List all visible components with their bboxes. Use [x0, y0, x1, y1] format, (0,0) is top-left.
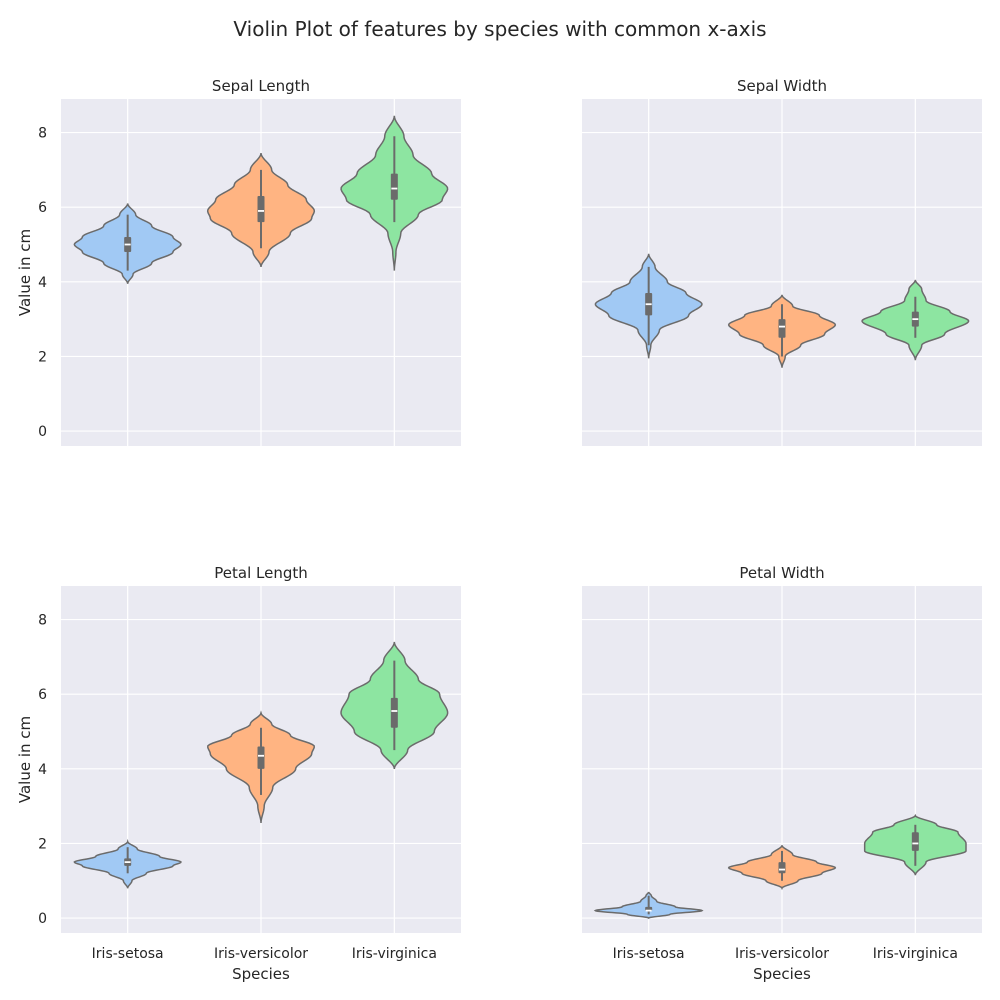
- violin-iqr-box: [257, 196, 265, 223]
- x-axis-label: Species: [753, 965, 811, 983]
- y-tick-label: 2: [38, 349, 47, 365]
- panel-title: Sepal Length: [212, 77, 310, 95]
- y-tick-label: 2: [38, 836, 47, 852]
- x-tick-label: Iris-virginica: [873, 946, 958, 962]
- y-axis-label: Value in cm: [16, 229, 34, 316]
- x-tick-label: Iris-versicolor: [214, 946, 308, 962]
- panel-title: Petal Width: [739, 564, 824, 582]
- panel-title: Sepal Width: [737, 77, 827, 95]
- violin-iqr-box: [390, 173, 398, 200]
- violin-iqr-box: [778, 862, 786, 874]
- panel-title: Petal Length: [214, 564, 308, 582]
- violin-iqr-box: [911, 832, 919, 851]
- x-tick-label: Iris-setosa: [613, 946, 685, 962]
- violin-iqr-box: [257, 746, 265, 769]
- panel-sepal-width: Sepal Width: [582, 77, 982, 446]
- violin-iqr-box: [778, 319, 786, 338]
- y-tick-label: 0: [38, 911, 47, 927]
- panel-petal-length: 0 2 4 6 8 Iris-setosa Iris-versicolor Iris-virg…: [16, 564, 461, 983]
- y-tick-label: 6: [38, 200, 47, 216]
- y-tick-label: 0: [38, 424, 47, 440]
- x-tick-label: Iris-virginica: [352, 946, 437, 962]
- panel-petal-width: Iris-setosa Iris-versicolor Iris-virginica…: [582, 564, 982, 983]
- x-tick-label: Iris-setosa: [92, 946, 164, 962]
- y-tick-label: 6: [38, 687, 47, 703]
- y-tick-label: 8: [38, 126, 47, 142]
- y-axis-label: Value in cm: [16, 716, 34, 803]
- y-tick-label: 4: [38, 762, 47, 778]
- panel-sepal-length: 0 2 4 6 8 Sepal Length Value in cm: [16, 77, 461, 446]
- violin-iqr-box: [390, 697, 398, 728]
- y-tick-label: 4: [38, 275, 47, 291]
- figure-title: Violin Plot of features by species with …: [233, 17, 766, 41]
- y-tick-label: 8: [38, 613, 47, 629]
- x-axis-label: Species: [232, 965, 290, 983]
- violin-iqr-box: [645, 906, 653, 911]
- x-tick-label: Iris-versicolor: [735, 946, 829, 962]
